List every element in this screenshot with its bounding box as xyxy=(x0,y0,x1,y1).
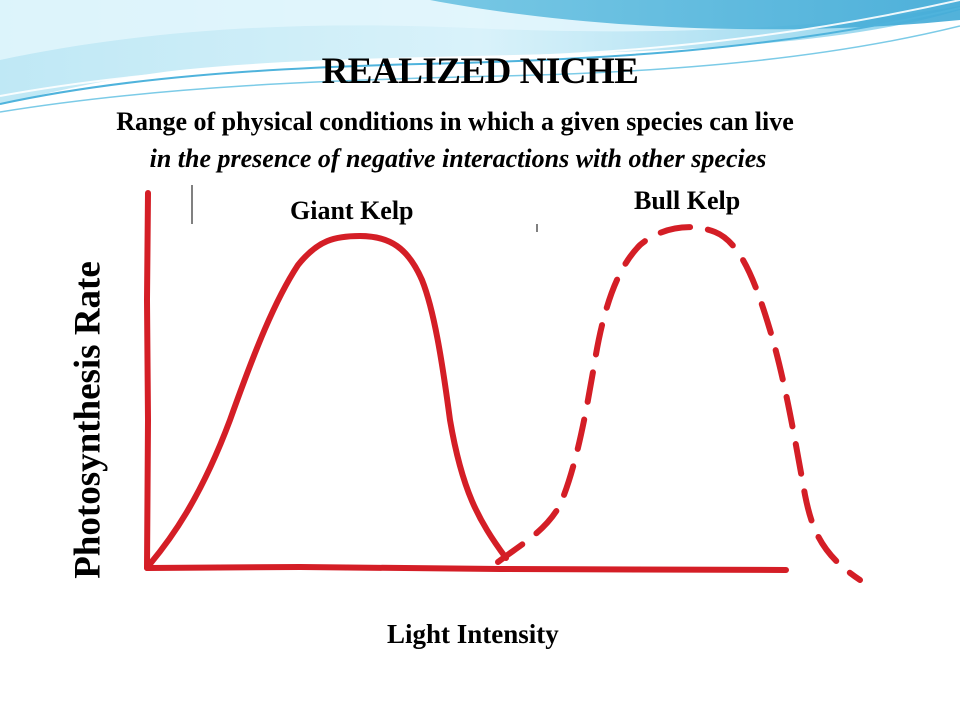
decorative-wave-banner xyxy=(0,0,960,113)
slide-title: REALIZED NICHE xyxy=(321,51,639,92)
subtitle-line-1: Range of physical conditions in which a … xyxy=(116,107,794,136)
x-axis-label: Light Intensity xyxy=(387,619,559,649)
subtitle-line-2: in the presence of negative interactions… xyxy=(149,144,767,173)
bull-kelp-label: Bull Kelp xyxy=(634,186,741,215)
bull-kelp-curve xyxy=(495,224,863,583)
x-axis-line xyxy=(144,563,789,573)
giant-kelp-curve xyxy=(147,233,509,567)
y-axis-label: Photosynthesis Rate xyxy=(67,261,109,579)
y-axis-line xyxy=(143,190,152,571)
giant-kelp-label: Giant Kelp xyxy=(290,196,414,225)
